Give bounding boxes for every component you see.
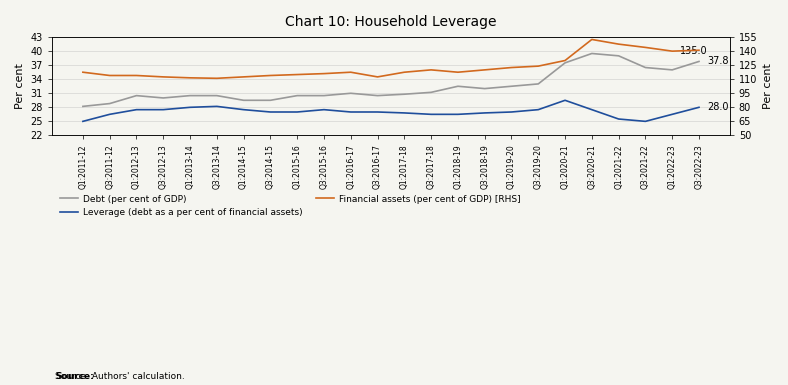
Debt (per cent of GDP) (400, 92, 409, 97)
Leverage (debt as a per cent of financial assets) (212, 104, 221, 109)
Debt (per cent of GDP) (480, 86, 489, 91)
Financial assets (per cent of GDP) [RHS] (373, 75, 382, 79)
Financial assets (per cent of GDP) [RHS] (507, 65, 516, 70)
Line: Debt (per cent of GDP): Debt (per cent of GDP) (83, 54, 699, 106)
Financial assets (per cent of GDP) [RHS] (212, 76, 221, 80)
Leverage (debt as a per cent of financial assets) (292, 110, 302, 114)
Leverage (debt as a per cent of financial assets) (533, 107, 543, 112)
Text: 135.0: 135.0 (680, 46, 708, 56)
Text: 37.8: 37.8 (707, 57, 729, 67)
Line: Leverage (debt as a per cent of financial assets): Leverage (debt as a per cent of financia… (83, 100, 699, 121)
Debt (per cent of GDP) (641, 65, 650, 70)
Financial assets (per cent of GDP) [RHS] (453, 70, 463, 75)
Debt (per cent of GDP) (292, 93, 302, 98)
Debt (per cent of GDP) (239, 98, 248, 103)
Financial assets (per cent of GDP) [RHS] (266, 73, 275, 78)
Leverage (debt as a per cent of financial assets) (480, 110, 489, 115)
Line: Financial assets (per cent of GDP) [RHS]: Financial assets (per cent of GDP) [RHS] (83, 39, 699, 78)
Debt (per cent of GDP) (266, 98, 275, 103)
Leverage (debt as a per cent of financial assets) (507, 110, 516, 114)
Debt (per cent of GDP) (105, 101, 114, 106)
Debt (per cent of GDP) (158, 95, 168, 100)
Financial assets (per cent of GDP) [RHS] (614, 42, 623, 47)
Legend: Debt (per cent of GDP), Leverage (debt as a per cent of financial assets), Finan: Debt (per cent of GDP), Leverage (debt a… (57, 191, 524, 221)
Financial assets (per cent of GDP) [RHS] (426, 67, 436, 72)
Debt (per cent of GDP) (319, 93, 329, 98)
Leverage (debt as a per cent of financial assets) (560, 98, 570, 103)
Financial assets (per cent of GDP) [RHS] (587, 37, 597, 42)
Text: Source:: Source: (55, 372, 94, 381)
Leverage (debt as a per cent of financial assets) (78, 119, 87, 124)
Financial assets (per cent of GDP) [RHS] (641, 45, 650, 50)
Financial assets (per cent of GDP) [RHS] (185, 75, 195, 80)
Debt (per cent of GDP) (587, 51, 597, 56)
Leverage (debt as a per cent of financial assets) (667, 112, 677, 117)
Leverage (debt as a per cent of financial assets) (587, 107, 597, 112)
Financial assets (per cent of GDP) [RHS] (292, 72, 302, 77)
Debt (per cent of GDP) (185, 93, 195, 98)
Financial assets (per cent of GDP) [RHS] (319, 71, 329, 76)
Debt (per cent of GDP) (453, 84, 463, 89)
Financial assets (per cent of GDP) [RHS] (78, 70, 87, 75)
Financial assets (per cent of GDP) [RHS] (346, 70, 355, 75)
Text: Source: Authors' calculation.: Source: Authors' calculation. (55, 372, 185, 381)
Debt (per cent of GDP) (560, 60, 570, 65)
Financial assets (per cent of GDP) [RHS] (560, 58, 570, 63)
Leverage (debt as a per cent of financial assets) (694, 105, 704, 110)
Financial assets (per cent of GDP) [RHS] (239, 75, 248, 79)
Leverage (debt as a per cent of financial assets) (266, 110, 275, 114)
Leverage (debt as a per cent of financial assets) (453, 112, 463, 117)
Text: 28.0: 28.0 (707, 102, 729, 112)
Debt (per cent of GDP) (78, 104, 87, 109)
Leverage (debt as a per cent of financial assets) (614, 117, 623, 121)
Financial assets (per cent of GDP) [RHS] (132, 73, 141, 78)
Debt (per cent of GDP) (426, 90, 436, 95)
Leverage (debt as a per cent of financial assets) (239, 107, 248, 112)
Title: Chart 10: Household Leverage: Chart 10: Household Leverage (285, 15, 496, 29)
Leverage (debt as a per cent of financial assets) (373, 110, 382, 114)
Debt (per cent of GDP) (132, 93, 141, 98)
Leverage (debt as a per cent of financial assets) (158, 107, 168, 112)
Leverage (debt as a per cent of financial assets) (185, 105, 195, 110)
Debt (per cent of GDP) (533, 82, 543, 86)
Y-axis label: Per cent: Per cent (763, 63, 773, 109)
Debt (per cent of GDP) (694, 59, 704, 64)
Financial assets (per cent of GDP) [RHS] (158, 75, 168, 79)
Leverage (debt as a per cent of financial assets) (319, 107, 329, 112)
Financial assets (per cent of GDP) [RHS] (400, 70, 409, 75)
Financial assets (per cent of GDP) [RHS] (105, 73, 114, 78)
Financial assets (per cent of GDP) [RHS] (694, 48, 704, 52)
Debt (per cent of GDP) (507, 84, 516, 89)
Financial assets (per cent of GDP) [RHS] (480, 67, 489, 72)
Leverage (debt as a per cent of financial assets) (105, 112, 114, 117)
Y-axis label: Per cent: Per cent (15, 63, 25, 109)
Leverage (debt as a per cent of financial assets) (641, 119, 650, 124)
Debt (per cent of GDP) (667, 67, 677, 72)
Leverage (debt as a per cent of financial assets) (426, 112, 436, 117)
Leverage (debt as a per cent of financial assets) (132, 107, 141, 112)
Debt (per cent of GDP) (614, 54, 623, 58)
Leverage (debt as a per cent of financial assets) (346, 110, 355, 114)
Debt (per cent of GDP) (373, 93, 382, 98)
Debt (per cent of GDP) (346, 91, 355, 95)
Debt (per cent of GDP) (212, 93, 221, 98)
Leverage (debt as a per cent of financial assets) (400, 110, 409, 115)
Financial assets (per cent of GDP) [RHS] (667, 49, 677, 54)
Financial assets (per cent of GDP) [RHS] (533, 64, 543, 69)
